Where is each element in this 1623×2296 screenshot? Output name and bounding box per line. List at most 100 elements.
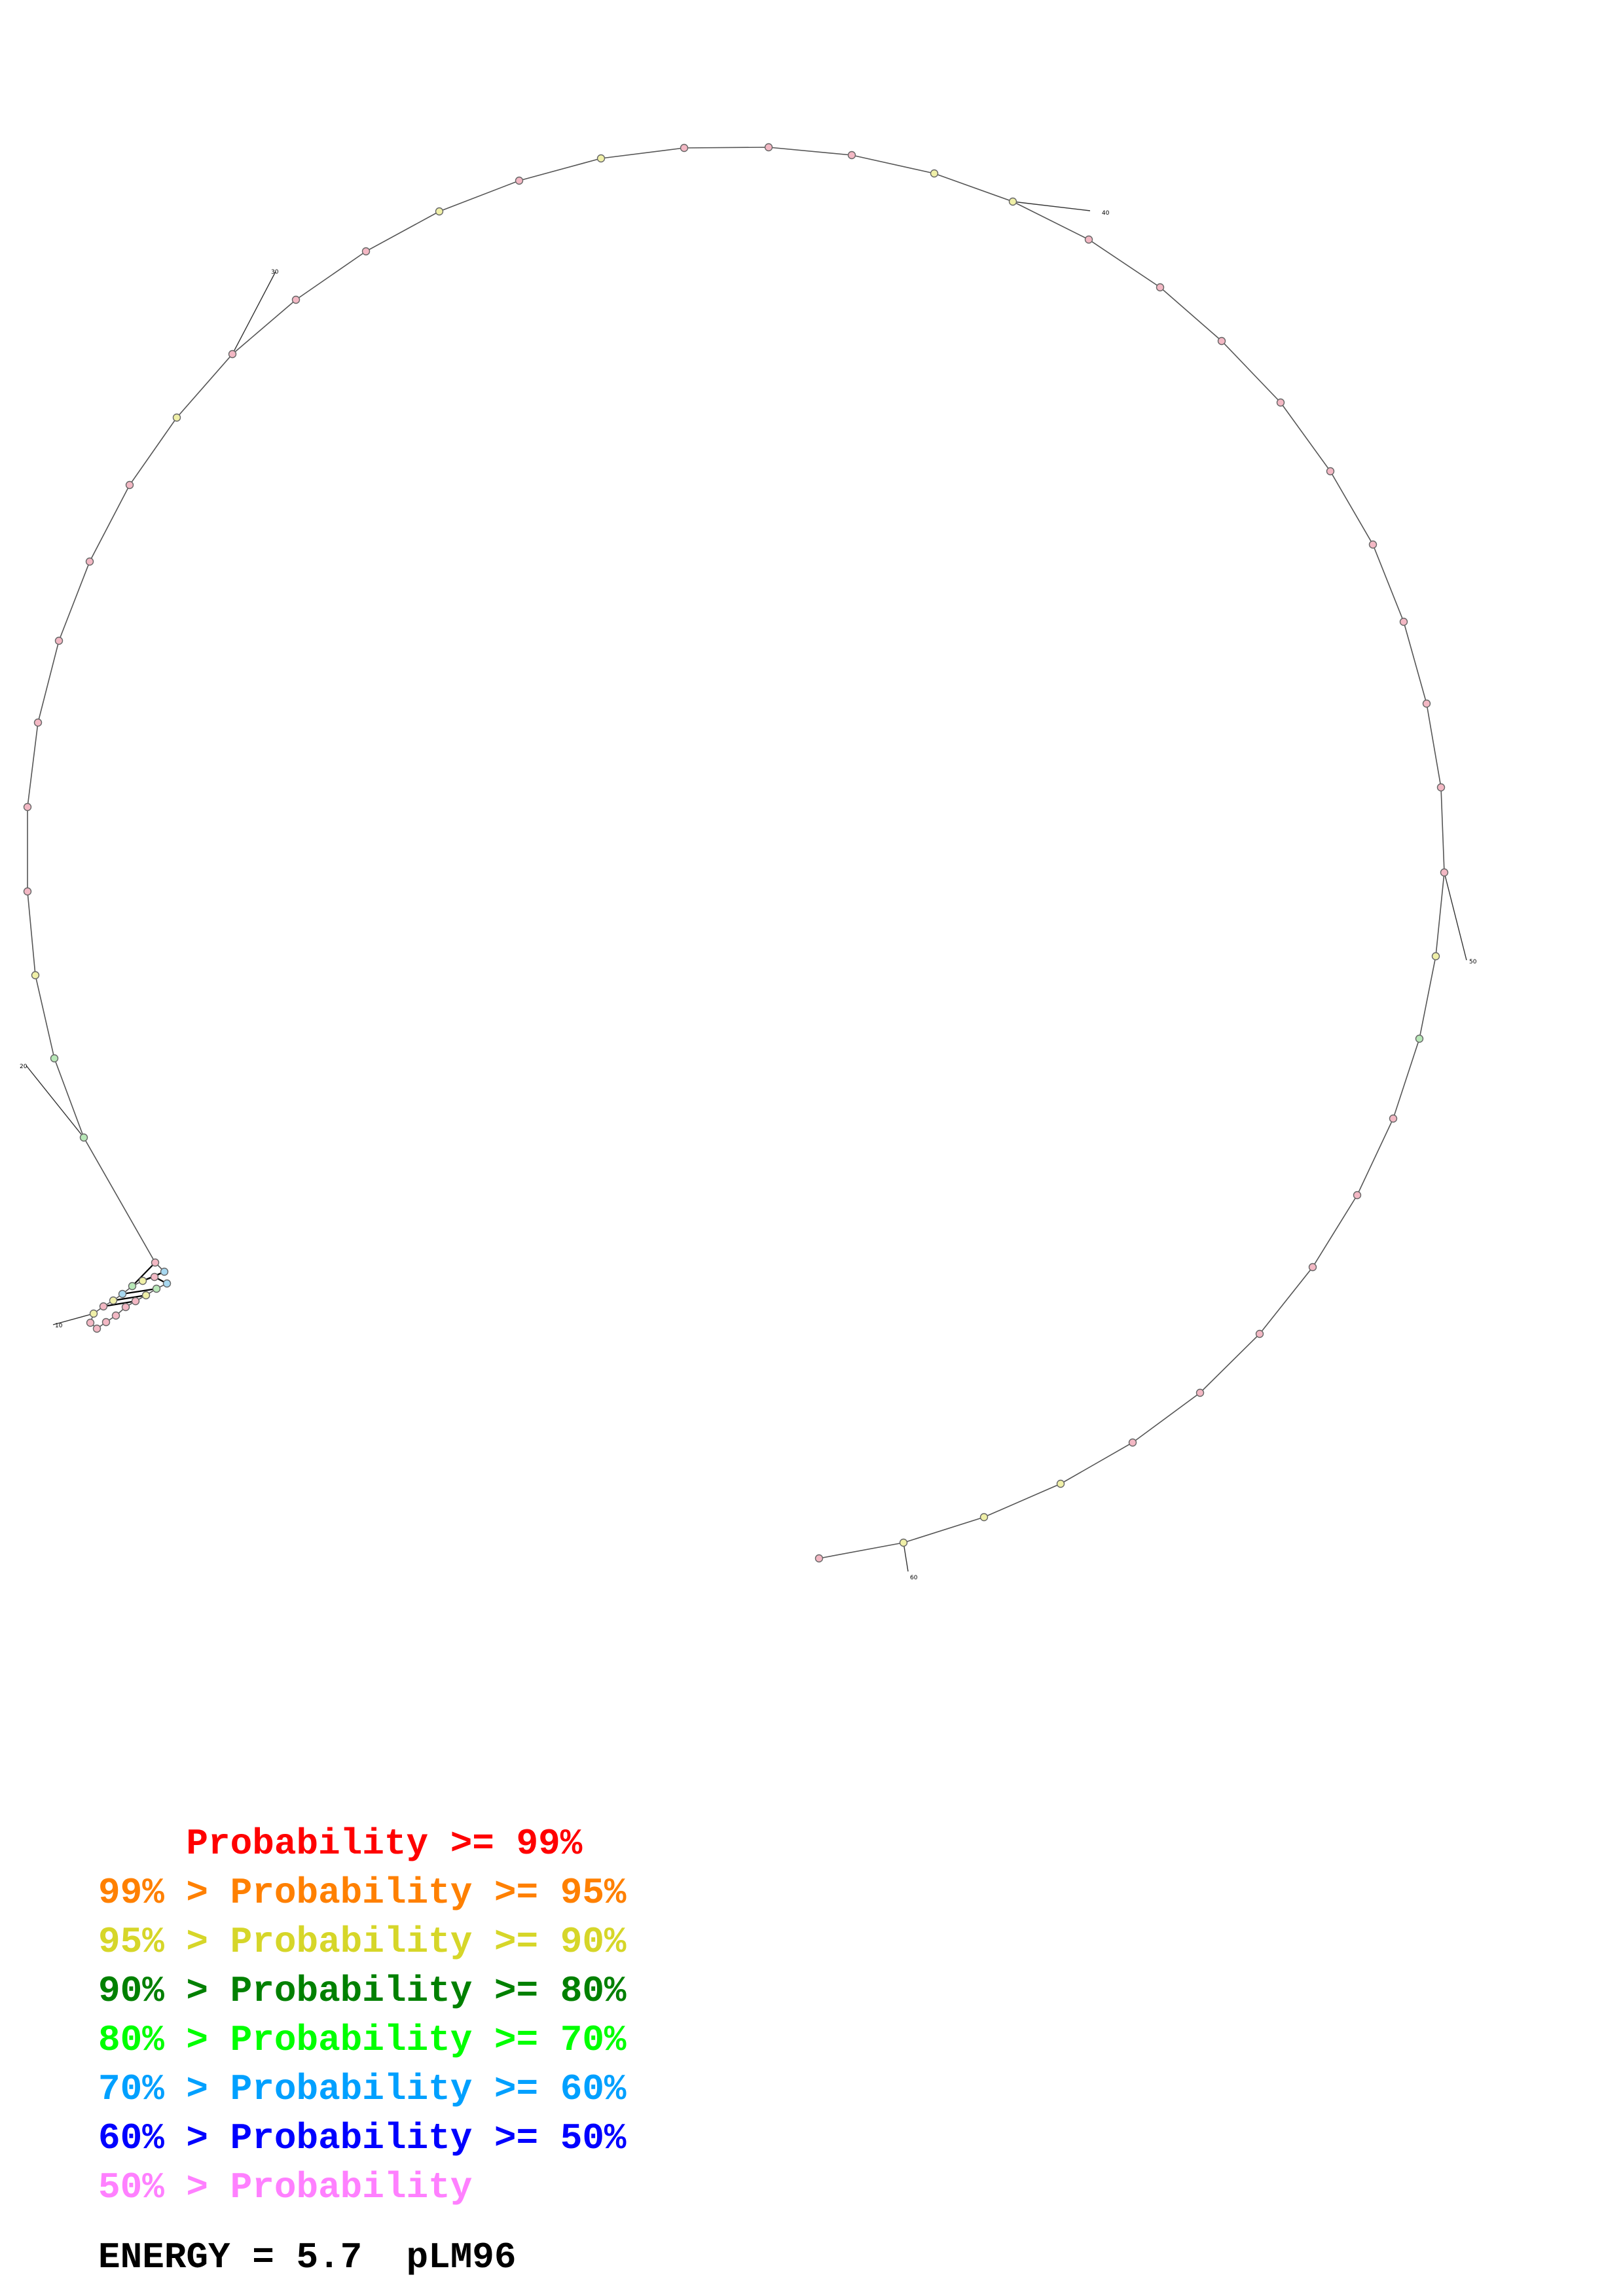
legend-row: 60% > Probability >= 50% — [98, 2114, 627, 2163]
nucleotide-node — [118, 1289, 127, 1299]
nucleotide-node — [1195, 1388, 1205, 1397]
nucleotide-node — [1128, 1438, 1137, 1447]
position-label: 40 — [1102, 210, 1110, 217]
nucleotide-node — [1368, 540, 1377, 549]
nucleotide-node — [131, 1297, 140, 1306]
nucleotide-node — [1389, 1114, 1398, 1123]
nucleotide-node — [1008, 197, 1017, 206]
legend-label: Probability >= 90% — [230, 1921, 627, 1963]
nucleotide-node — [1422, 699, 1431, 708]
nucleotide-node — [23, 887, 32, 896]
nucleotide-node — [151, 1258, 160, 1267]
nucleotide-node — [1353, 1191, 1362, 1200]
legend-row: Probability >= 99% — [98, 1820, 627, 1869]
legend-label: Probability >= 99% — [186, 1823, 583, 1865]
nucleotide-node — [1308, 1263, 1317, 1272]
nucleotide-node — [899, 1538, 908, 1547]
legend-row: 80% > Probability >= 70% — [98, 2016, 627, 2065]
nucleotide-node — [228, 350, 237, 359]
position-label: 50 — [1469, 959, 1477, 965]
nucleotide-node — [291, 295, 301, 304]
nucleotide-node — [23, 802, 32, 812]
nucleotide-node — [1217, 336, 1226, 346]
position-tick — [1444, 872, 1467, 961]
position-label: 10 — [55, 1323, 63, 1329]
legend-prefix — [98, 1823, 186, 1865]
nucleotide-node — [172, 413, 181, 422]
legend-prefix: 50% > — [98, 2166, 230, 2208]
position-ticks: 10 20 30 40 50 60 — [20, 201, 1477, 1581]
legend-label: Probability >= 70% — [230, 2019, 627, 2061]
nucleotide-node — [99, 1302, 108, 1311]
nucleotide-node — [847, 151, 856, 160]
legend-prefix: 60% > — [98, 2117, 230, 2159]
nucleotide-node — [162, 1279, 172, 1288]
nucleotide-node — [515, 176, 524, 185]
legend-prefix: 70% > — [98, 2068, 230, 2110]
position-tick — [903, 1542, 909, 1572]
nucleotide-nodes — [23, 143, 1449, 1563]
nucleotide-node — [125, 480, 134, 490]
nucleotide-node — [1431, 952, 1440, 961]
nucleotide-node — [764, 143, 773, 152]
base-pair-bond — [132, 1262, 156, 1287]
energy-footer: ENERGY = 5.7 pLM96 — [98, 2233, 517, 2282]
nucleotide-node — [160, 1267, 169, 1276]
nucleotide-node — [152, 1284, 161, 1293]
nucleotide-node — [1276, 398, 1285, 407]
energy-value: ENERGY = 5.7 — [98, 2236, 363, 2278]
nucleotide-node — [1156, 283, 1165, 292]
base-pair-bond — [113, 1294, 147, 1302]
legend-row: 99% > Probability >= 95% — [98, 1869, 627, 1918]
base-pair-bond — [103, 1300, 136, 1308]
legend-row: 50% > Probability — [98, 2163, 627, 2212]
nucleotide-node — [1399, 617, 1408, 626]
position-tick — [1012, 201, 1091, 211]
rna-backbone — [27, 147, 1445, 1559]
nucleotide-node — [1084, 235, 1093, 244]
nucleotide-node — [1056, 1479, 1065, 1488]
base-pair-bond — [122, 1287, 157, 1295]
nucleotide-node — [31, 971, 40, 980]
nucleotide-node — [54, 636, 64, 645]
nucleotide-node — [111, 1311, 120, 1320]
nucleotide-node — [435, 207, 444, 216]
nucleotide-node — [596, 154, 606, 163]
nucleotide-node — [1326, 467, 1335, 476]
nucleotide-node — [89, 1309, 98, 1318]
sequence-name: pLM96 — [406, 2236, 517, 2278]
legend-row: 90% > Probability >= 80% — [98, 1967, 627, 2016]
nucleotide-node — [930, 169, 939, 178]
nucleotide-node — [150, 1272, 159, 1282]
nucleotide-node — [109, 1296, 118, 1305]
nucleotide-node — [361, 247, 371, 256]
nucleotide-node — [1436, 783, 1446, 792]
legend-label: Probability >= 95% — [230, 1872, 627, 1914]
nucleotide-node — [121, 1302, 130, 1312]
legend-prefix: 80% > — [98, 2019, 230, 2061]
position-tick — [52, 1313, 94, 1325]
nucleotide-node — [814, 1554, 824, 1563]
nucleotide-node — [79, 1133, 88, 1142]
nucleotide-node — [101, 1318, 111, 1327]
probability-legend: Probability >= 99% 99% > Probability >= 9… — [98, 1820, 627, 2212]
position-label: 60 — [910, 1575, 918, 1581]
nucleotide-node — [85, 557, 94, 566]
legend-prefix: 99% > — [98, 1872, 230, 1914]
nucleotide-node — [33, 718, 43, 727]
nucleotide-node — [141, 1291, 151, 1300]
nucleotide-node — [680, 143, 689, 152]
legend-row: 70% > Probability >= 60% — [98, 2065, 627, 2114]
legend-label: Probability >= 50% — [230, 2117, 627, 2159]
nucleotide-node — [50, 1054, 59, 1063]
legend-label: Probability >= 80% — [230, 1970, 627, 2012]
nucleotide-node — [138, 1276, 147, 1285]
position-label: 20 — [20, 1064, 27, 1070]
position-tick — [26, 1065, 84, 1138]
legend-label: Probability — [230, 2166, 473, 2208]
legend-prefix: 95% > — [98, 1921, 230, 1963]
position-tick — [232, 271, 276, 355]
nucleotide-node — [92, 1324, 101, 1333]
backbone-line — [27, 147, 1445, 1559]
